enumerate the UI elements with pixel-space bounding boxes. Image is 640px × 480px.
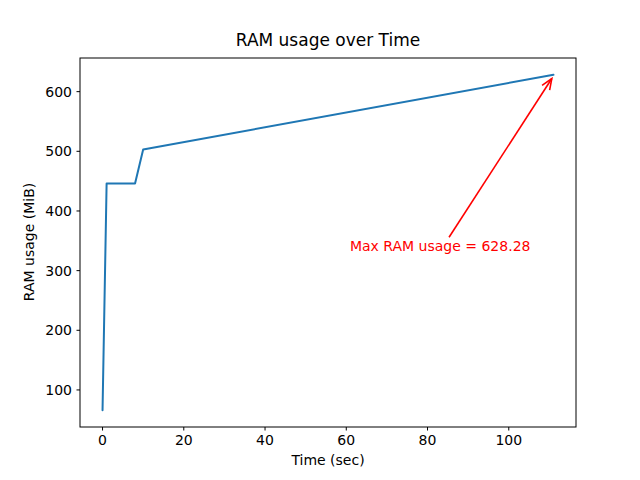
y-tick-label: 400 bbox=[45, 203, 72, 219]
annotation-arrow bbox=[449, 79, 552, 238]
x-tick-label: 20 bbox=[175, 432, 193, 448]
y-axis-label: RAM usage (MiB) bbox=[21, 183, 37, 301]
y-tick-label: 200 bbox=[45, 322, 72, 338]
x-tick-label: 60 bbox=[337, 432, 355, 448]
max-ram-annotation: Max RAM usage = 628.28 bbox=[350, 238, 531, 254]
x-tick-label: 100 bbox=[495, 432, 522, 448]
x-axis-label: Time (sec) bbox=[80, 452, 576, 468]
x-tick-label: 80 bbox=[419, 432, 437, 448]
x-tick-label: 40 bbox=[256, 432, 274, 448]
x-tick-label: 0 bbox=[98, 432, 107, 448]
y-tick-label: 100 bbox=[45, 382, 72, 398]
y-tick-label: 600 bbox=[45, 84, 72, 100]
figure: 0 20 40 60 80 100 100 200 300 400 500 600 RAM usage… bbox=[0, 0, 640, 480]
plot-canvas: 0 20 40 60 80 100 100 200 300 400 500 600 bbox=[0, 0, 640, 480]
y-tick-label: 500 bbox=[45, 143, 72, 159]
chart-title: RAM usage over Time bbox=[80, 30, 576, 50]
y-tick-label: 300 bbox=[45, 263, 72, 279]
